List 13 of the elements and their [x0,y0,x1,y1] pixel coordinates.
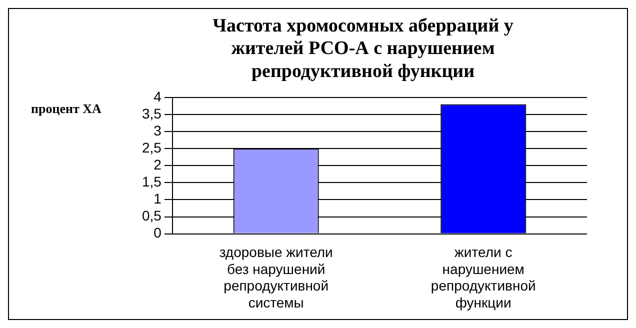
y-tick-label: 0,5 [142,208,162,224]
y-tick-label: 1 [154,190,162,207]
y-tick-label: 0 [154,224,162,241]
y-tick-label: 3,5 [142,105,162,122]
x-tick-label: здоровые жители без нарушений репродуктивной системы [219,244,333,310]
y-tick-label: 2 [154,156,162,172]
y-tick-label: 3 [154,122,162,138]
y-tick-label: 2,5 [142,139,162,156]
y-axis-title: процент ХА [31,101,102,117]
y-tick-label: 4 [154,88,162,104]
x-tick-label: жители с нарушением репродуктивной функции [430,244,536,310]
chart-title: Частота хромосомных аберраций у жителей РСО-А с нарушением репродуктивной функции [212,15,514,82]
y-tick-label: 1,5 [142,174,162,190]
